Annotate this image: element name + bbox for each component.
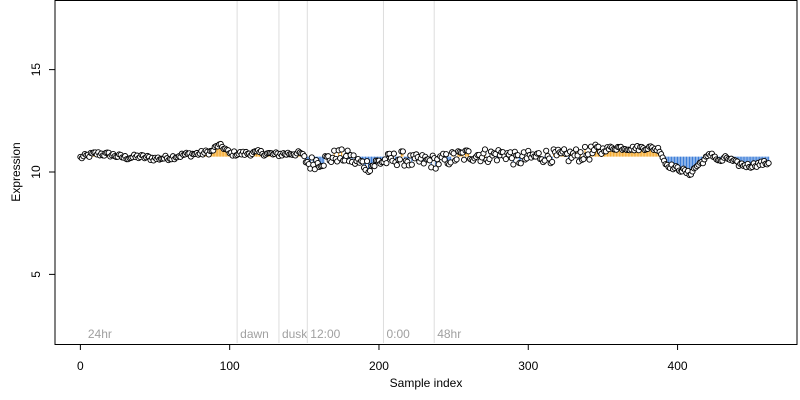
data-point <box>320 162 327 169</box>
marker-label-4: 0:00 <box>386 327 410 341</box>
y-tick-label-1: 10 <box>29 165 43 179</box>
vertical-markers: 24hr dawn dusk 12:00 0:00 48hr <box>88 1 461 343</box>
data-point <box>580 156 587 163</box>
data-point <box>549 158 556 165</box>
y-axis-label: Expression <box>9 142 23 201</box>
data-point <box>502 156 509 163</box>
y-tick-label-2: 15 <box>29 63 43 77</box>
data-point <box>420 160 427 167</box>
y-axis: 5 10 15 <box>29 63 55 278</box>
data-point <box>344 147 351 154</box>
marker-label-0: 24hr <box>88 327 112 341</box>
data-point <box>441 156 448 163</box>
marker-label-5: 48hr <box>437 327 461 341</box>
data-point <box>366 167 374 174</box>
data-point <box>453 156 460 163</box>
data-point <box>383 160 390 167</box>
data-point <box>301 153 308 160</box>
x-tick-label-4: 400 <box>668 359 688 373</box>
data-point <box>363 158 371 165</box>
x-tick-label-1: 100 <box>220 359 240 373</box>
data-point <box>543 147 550 154</box>
data-points <box>77 140 772 179</box>
data-point <box>465 148 472 155</box>
marker-label-1: dawn <box>240 327 269 341</box>
data-point <box>510 161 517 168</box>
data-point <box>508 155 515 162</box>
data-point <box>338 146 345 153</box>
x-tick-label-2: 200 <box>369 359 389 373</box>
data-point <box>371 163 378 170</box>
x-axis: 0 100 200 300 400 <box>77 344 688 373</box>
data-point <box>581 143 589 150</box>
data-point <box>350 152 357 159</box>
data-point <box>435 161 442 168</box>
x-tick-label-0: 0 <box>77 359 84 373</box>
data-point <box>535 150 542 157</box>
data-point <box>493 157 500 164</box>
x-axis-label: Sample index <box>390 376 463 390</box>
x-tick-label-3: 300 <box>518 359 538 373</box>
data-point <box>517 160 524 167</box>
y-tick-label-0: 5 <box>29 271 43 278</box>
data-point <box>396 156 403 163</box>
data-point <box>308 154 315 161</box>
data-point <box>481 146 489 153</box>
data-point <box>390 150 397 157</box>
marker-label-3: 12:00 <box>310 327 340 341</box>
data-point <box>443 151 450 158</box>
data-point <box>408 161 415 168</box>
marker-label-2: dusk <box>282 327 308 341</box>
data-point <box>399 148 406 155</box>
data-point <box>461 156 468 163</box>
data-point <box>393 162 400 169</box>
data-point <box>432 165 439 172</box>
data-point <box>765 160 772 167</box>
data-point <box>572 146 580 153</box>
data-point <box>577 149 584 156</box>
data-point <box>586 156 593 163</box>
